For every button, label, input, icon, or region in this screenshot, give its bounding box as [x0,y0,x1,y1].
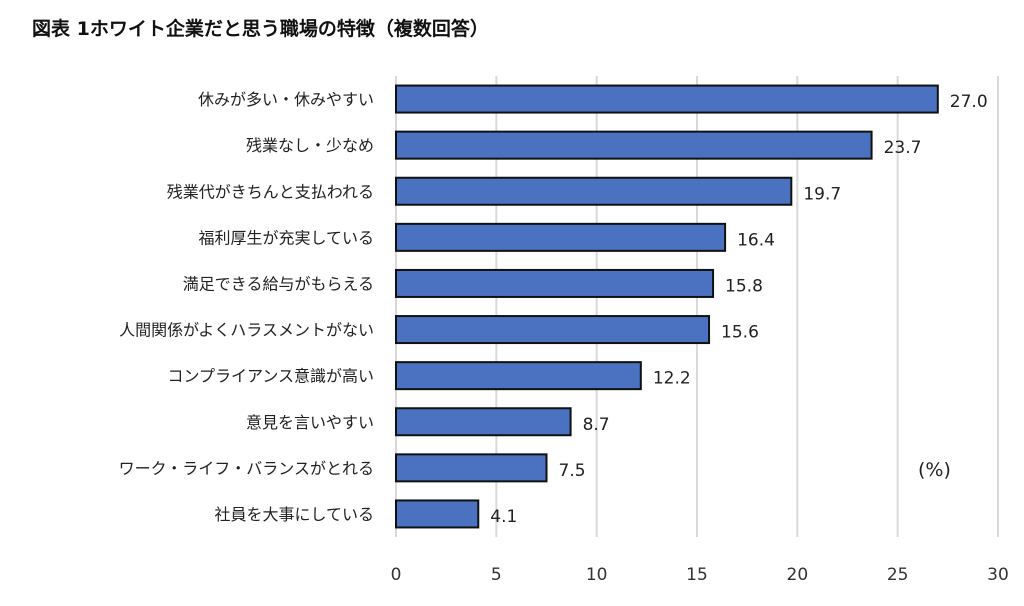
x-tick-label: 0 [391,565,402,585]
x-tick-label: 10 [586,565,608,585]
bar [395,176,793,206]
x-tick-label: 25 [887,565,909,585]
category-label: 意見を言いやすい [246,413,374,432]
bar [395,361,642,391]
bar [395,453,548,483]
x-tick-label: 30 [987,565,1009,585]
category-label: コンプライアンス意識が高い [167,367,374,386]
x-tick-label: 15 [686,565,708,585]
bar [395,84,939,114]
data-label: 23.7 [884,138,922,158]
data-label: 27.0 [950,92,988,112]
x-tick-label: 5 [491,565,502,585]
data-label: 12.2 [653,369,691,389]
data-label: 8.7 [583,415,610,435]
category-label: 満足できる給与がもらえる [183,274,374,293]
data-label: 4.1 [490,507,517,527]
category-label: 福利厚生が充実している [198,228,374,247]
bar [395,315,711,345]
category-label: 休みが多い・休みやすい [198,90,374,109]
category-label: 社員を大事にしている [214,505,374,524]
unit-label: (%) [918,459,951,481]
category-label: ワーク・ライフ・バランスがとれる [119,459,374,478]
category-label: 人間関係がよくハラスメントがない [119,321,374,340]
x-tick-label: 20 [787,565,809,585]
chart-title: 図表 1ホワイト企業だと思う職場の特徴（複数回答） [32,18,489,40]
bar [395,130,873,160]
data-label: 15.6 [721,323,759,343]
bar [395,499,480,529]
bar [395,407,572,437]
data-label: 15.8 [725,276,763,296]
data-label: 7.5 [559,461,586,481]
bar [395,268,715,298]
data-label: 19.7 [803,184,841,204]
data-label: 16.4 [737,230,775,250]
category-label: 残業代がきちんと支払われる [167,182,374,201]
bar [395,222,727,252]
category-label: 残業なし・少なめ [246,136,374,155]
